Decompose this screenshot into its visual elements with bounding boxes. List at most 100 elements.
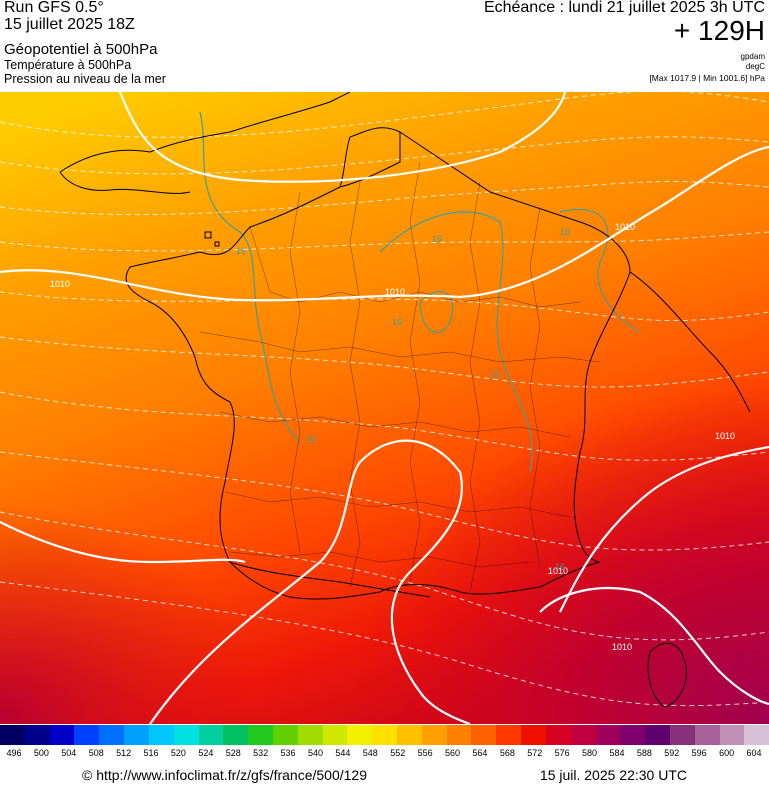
legend-swatch (471, 725, 497, 745)
legend-swatch (148, 725, 174, 745)
pressure-range: [Max 1017.9 | Min 1001.6] hPa (649, 73, 765, 83)
legend-swatch (744, 725, 769, 745)
legend-label: 564 (472, 748, 488, 758)
legend-label: 596 (691, 748, 707, 758)
legend-label: 516 (143, 748, 159, 758)
isotherm-label: 16 (432, 234, 442, 244)
run-date: 15 juillet 2025 18Z (4, 16, 135, 33)
legend-swatch (446, 725, 472, 745)
forecast-valid-time: Echéance : lundi 21 juillet 2025 3h UTC (483, 0, 765, 16)
department-border (469, 181, 481, 593)
department-border (199, 331, 601, 363)
isobar-label: 1010 (612, 642, 632, 652)
isotherm-label: 16 (306, 434, 316, 444)
legend-label: 528 (225, 748, 241, 758)
isotherm-label: 16 (490, 369, 500, 379)
isobar-label: 1010 (548, 566, 568, 576)
legend-swatch (0, 725, 25, 745)
isotherm-line (0, 451, 769, 551)
isobar-1010-south (149, 439, 471, 724)
channel-islands (204, 231, 220, 247)
isotherm-line (0, 391, 769, 461)
department-border (229, 551, 531, 568)
legend-swatch (74, 725, 100, 745)
legend-swatch (297, 725, 323, 745)
legend-swatch (620, 725, 646, 745)
legend-swatch (669, 725, 695, 745)
legend-swatch (124, 725, 149, 745)
legend-label: 504 (61, 748, 77, 758)
unit-geopotential: gpdam (740, 52, 765, 61)
isotherm-16-line (379, 211, 533, 473)
isotherm-line (0, 181, 769, 216)
france-border-east (399, 131, 631, 563)
legend-swatch (421, 725, 447, 745)
legend-swatch (49, 725, 75, 745)
department-border (349, 181, 361, 588)
legend-label: 568 (499, 748, 515, 758)
corsica (647, 642, 687, 708)
legend-label: 540 (307, 748, 323, 758)
field-lowleft-shading (0, 92, 769, 724)
run-title: Run GFS 0.5° (4, 0, 104, 16)
isobar-1010-north (118, 92, 567, 183)
legend-swatch (99, 725, 125, 745)
isotherm-line (0, 336, 769, 388)
legend-label: 560 (445, 748, 461, 758)
isotherm-line (0, 92, 769, 138)
map-canvas: 1010 1010 1010 1010 1010 1010 16 16 16 1… (0, 92, 769, 724)
legend-swatch (397, 725, 422, 745)
color-legend-labels: 496 500 504 508 512 516 520 524 528 532 536 540 544 5… (0, 748, 769, 762)
parameter-temperature: Température à 500hPa (4, 58, 132, 72)
parameter-geopotential: Géopotentiel à 500hPa (4, 41, 158, 58)
department-border (249, 226, 581, 308)
legend-swatch (719, 725, 745, 745)
isobar-label: 1010 (50, 279, 70, 289)
legend-swatch (570, 725, 596, 745)
legend-swatch (545, 725, 571, 745)
isotherm-label: 16 (392, 317, 402, 327)
legend-label: 592 (664, 748, 680, 758)
legend-swatch (347, 725, 373, 745)
department-border (289, 191, 301, 553)
isotherm-line (0, 511, 769, 641)
color-legend-bar (0, 725, 769, 745)
legend-label: 500 (33, 748, 49, 758)
isotherm-label: 16 (560, 227, 570, 237)
department-border (529, 206, 541, 568)
isotherm-dashed-lines (0, 92, 769, 707)
legend-swatch (645, 725, 670, 745)
legend-label: 584 (609, 748, 625, 758)
isobar-label: 1010 (715, 431, 735, 441)
isotherm-solid-lines (199, 111, 641, 473)
isobar-label: 1010 (615, 222, 635, 232)
department-border (409, 161, 421, 583)
map-labels: 1010 1010 1010 1010 1010 1010 (50, 222, 735, 652)
legend-swatch (272, 725, 298, 745)
parameter-pressure: Pression au niveau de la mer (4, 72, 166, 86)
isotherm-labels: 16 16 16 16 16 16 16 (236, 227, 570, 572)
legend-label: 544 (335, 748, 351, 758)
legend-swatch (521, 725, 546, 745)
isobar-label: 1010 (385, 287, 405, 297)
legend-swatch (223, 725, 249, 745)
department-borders (199, 161, 601, 593)
legend-label: 580 (582, 748, 598, 758)
uk-coast-2 (59, 171, 191, 194)
unit-temperature: degC (745, 62, 765, 71)
legend-label: 572 (527, 748, 543, 758)
forecast-horizon: + 129H (673, 15, 765, 46)
legend-swatch (173, 725, 199, 745)
legend-label: 576 (554, 748, 570, 758)
legend-swatch (496, 725, 522, 745)
legend-label: 496 (6, 748, 22, 758)
generation-timestamp: 15 juil. 2025 22:30 UTC (539, 767, 687, 783)
isotherm-label: 16 (555, 562, 565, 572)
department-border (219, 411, 571, 438)
department-border (224, 491, 571, 518)
isobar-1010-east (559, 445, 769, 613)
legend-swatch (372, 725, 397, 745)
legend-label: 604 (746, 748, 762, 758)
legend-swatch (248, 725, 273, 745)
legend-swatch (24, 725, 50, 745)
